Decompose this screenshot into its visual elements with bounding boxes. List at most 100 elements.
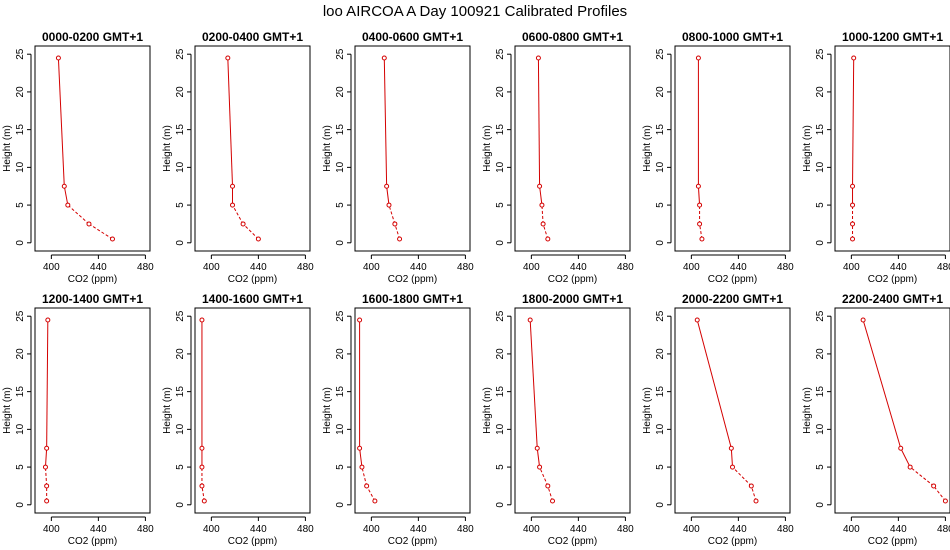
plot-frame [514,45,631,252]
y-tick-label: 0 [15,240,26,246]
profile-segment [57,57,65,187]
y-tick-label: 10 [495,423,506,435]
profile-segment [862,319,902,449]
profile-segment [46,319,49,449]
y-tick-label: 0 [335,240,346,246]
y-tick-label: 20 [15,86,26,98]
data-point [65,202,71,208]
y-tick-label: 25 [175,310,186,322]
y-tick-label: 25 [335,310,346,322]
x-axis-label: CO2 (ppm) [708,274,757,285]
y-tick-label: 5 [15,202,26,208]
data-point [109,236,115,242]
profile-segment [361,466,368,487]
y-tick-label: 15 [815,386,826,398]
panel-grid: 0000-0200 GMT+1 400 440 480 0 5 10 15 20 25 CO2 (p… [2,30,950,547]
y-tick-label: 15 [15,386,26,398]
data-point [364,483,370,489]
x-axis-label: CO2 (ppm) [868,536,917,547]
data-point [392,221,398,227]
profile-panel: 1000-1200 GMT+1 400 440 480 0 5 10 15 20 25 CO2 (p… [802,30,950,285]
y-tick-label: 0 [815,240,826,246]
data-point [540,221,546,227]
data-point [851,55,857,61]
data-point [694,317,700,323]
plot-frame [354,307,471,514]
profile-segment [383,57,388,187]
y-tick-label: 0 [175,240,186,246]
y-tick-label: 0 [495,502,506,508]
data-point [55,55,61,61]
data-point [199,464,205,470]
data-point [730,464,735,470]
data-point [695,183,701,189]
profile-segment [227,57,234,187]
y-tick-label: 20 [815,86,826,98]
x-tick-label: 440 [570,524,587,535]
data-point [240,221,246,227]
plot-frame [834,307,950,514]
data-point [230,202,236,208]
y-tick-label: 20 [175,86,186,98]
y-tick-label: 25 [15,48,26,60]
panel-title: 0000-0200 GMT+1 [42,30,143,44]
x-tick-label: 440 [410,262,427,273]
profile-segment [529,319,538,449]
profile-segment [67,204,90,225]
profile-segment [750,485,757,502]
data-point [45,317,51,323]
y-tick-label: 10 [655,423,666,435]
data-point [545,236,551,242]
panel-title: 1400-1600 GMT+1 [202,292,303,306]
y-tick-label: 5 [815,464,826,470]
profile-segment [730,448,733,468]
data-point [697,202,703,208]
x-tick-label: 400 [363,262,380,273]
profile-segment [541,205,544,224]
x-axis-label: CO2 (ppm) [548,536,597,547]
panel-title: 0600-0800 GMT+1 [522,30,623,44]
plot-frame [674,307,791,514]
plot-frame [194,307,311,514]
y-tick-label: 10 [175,423,186,435]
plot-frame [34,45,151,252]
y-tick-label: 10 [815,423,826,435]
x-axis-label: CO2 (ppm) [68,536,117,547]
y-tick-label: 20 [335,348,346,360]
data-point [539,202,545,208]
y-axis-label: Height (m) [322,387,333,434]
panel-title: 1200-1400 GMT+1 [42,292,143,306]
x-tick-label: 480 [457,262,474,273]
x-tick-label: 400 [843,524,860,535]
x-tick-label: 440 [730,262,747,273]
x-tick-label: 480 [937,524,950,535]
profile-panel: 0200-0400 GMT+1 400 440 480 0 5 10 15 20 25 CO2 (p… [162,30,314,285]
profile-panel: 1200-1400 GMT+1 400 440 480 0 5 10 15 20 25 CO2 (p… [2,292,154,547]
profile-panel: 1800-2000 GMT+1 400 440 480 0 5 10 15 20 25 CO2 (p… [482,292,634,547]
y-tick-label: 20 [655,348,666,360]
panel-title: 1600-1800 GMT+1 [362,292,463,306]
data-point [535,55,541,61]
profile-segment [933,485,946,502]
y-tick-label: 5 [175,464,186,470]
y-tick-label: 15 [335,386,346,398]
y-tick-label: 5 [175,202,186,208]
y-tick-label: 5 [335,202,346,208]
y-tick-label: 25 [335,48,346,60]
x-axis-label: CO2 (ppm) [228,536,277,547]
y-tick-label: 25 [655,310,666,322]
y-tick-label: 0 [655,502,666,508]
data-point [42,464,48,470]
profile-segment [696,319,732,449]
x-axis-label: CO2 (ppm) [388,536,437,547]
data-point [695,55,701,61]
y-axis-label: Height (m) [642,387,653,434]
data-point [199,317,205,323]
y-axis-label: Height (m) [642,125,653,172]
y-tick-label: 25 [655,48,666,60]
profile-segment [394,223,401,240]
x-tick-label: 400 [203,524,220,535]
plot-frame [354,45,471,252]
profile-segment [697,186,701,206]
